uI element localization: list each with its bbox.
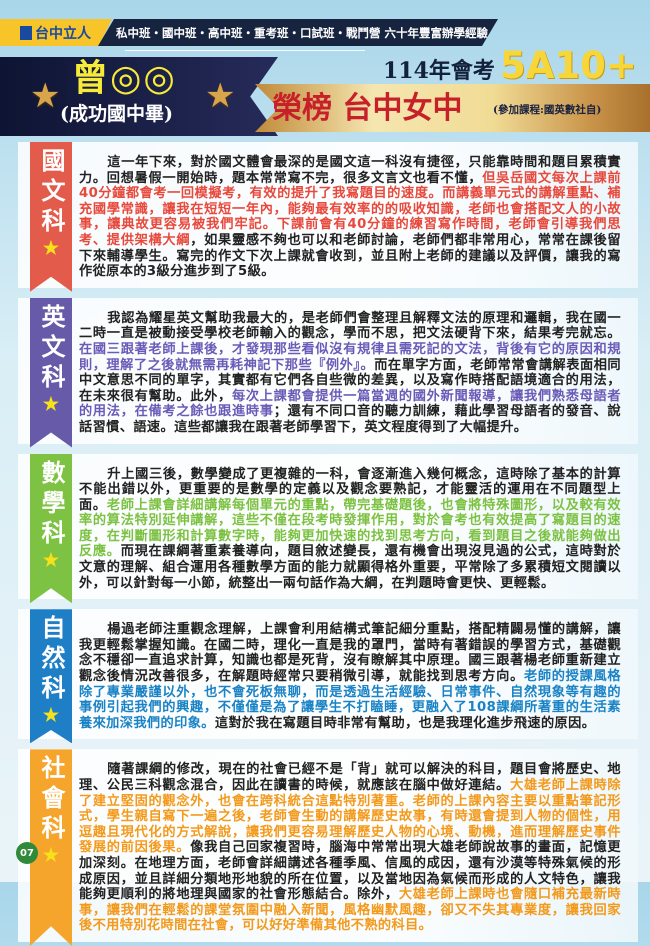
subject-ribbon: 英文科 ★ [30, 297, 72, 448]
highlighted-text: 大雄老師上課時除了建立堅固的觀念外，也會在跨科統合這點特別著重。老師的上課內容主… [79, 778, 622, 856]
courses-taken: (參加課程:國英數社自) [493, 104, 602, 116]
highlighted-text: 老師上課會詳細講解每個單元的重點，帶完基礎題後，也會將特殊圖形，以及較有效率的算… [79, 497, 621, 560]
body-text: ；還有不同口音的聽力訓練，藉此學習母語者的發音、說話習慣、語速。這些都讓我在跟著… [79, 404, 622, 435]
divider [125, 50, 365, 51]
testimonial-text: 升上國三後，數學變成了更複雜的一科，會逐漸進入幾何概念，這時除了基本的計算不能出… [79, 467, 621, 592]
star-icon: ★ [30, 76, 61, 116]
testimonial-social: 社會科 ★ 隨著課綱的修改，現在的社會已經不是「背」就可以解決的科目，題目會將歷史、… [0, 749, 650, 946]
testimonial-english: 英文科 ★ 我認為耀星英文幫助我最大的，是老師們會整理且解釋文法的原理和邏輯，我在國… [0, 297, 650, 448]
subject-label: 自然科 [37, 615, 66, 706]
subject-label: 數學科 [37, 459, 66, 550]
tagline: 私中班・國中班・高中班・重考班・口試班・戰鬥營 六十年豐富辦學經驗 [116, 25, 488, 40]
highlighted-text: 老師的授課風格除了專業嚴謹以外，也不會死板無聊，而是透過生活經驗、日常事件、自然… [79, 669, 621, 731]
testimonial-card [18, 609, 638, 740]
star-icon: ★ [42, 705, 60, 727]
testimonial-chinese: 國文科 ★ 這一年下來，對於國文體會最深的是國文這一科沒有捷徑，只能靠時間和題目累積… [0, 142, 650, 292]
body-text: 楊過老師注重觀念理解，上課會利用結構式筆記細分重點，搭配精闢易懂的講解，讓我更輕… [79, 622, 621, 685]
testimonial-text: 楊過老師注重觀念理解，上課會利用結構式筆記細分重點，搭配精闢易懂的講解，讓我更輕… [79, 622, 621, 731]
star-icon: ★ [42, 393, 60, 415]
body-text: 而現在課綱著重素養導向，題目敘述變長，還有機會出現沒見過的公式，這時對於文意的理… [79, 544, 621, 591]
testimonials: 國文科 ★ 這一年下來，對於國文體會最深的是國文這一科沒有捷徑，只能靠時間和題目累積… [0, 142, 650, 946]
highlighted-text: 在國三跟著老師上課後，才發現那些看似沒有規律且需死記的文法，背後有它的原因和規則… [79, 341, 621, 373]
student-name: 曾◎◎ [72, 57, 177, 99]
logo-text: 台中立人 [35, 25, 91, 42]
subject-label: 社會科 [37, 755, 66, 846]
testimonial-text: 隨著課綱的修改，現在的社會已經不是「背」就可以解決的科目，題目會將歷史、地理、公… [79, 762, 621, 934]
body-text: 而在單字方面，老師常常會講解表面相同中文意思不同的單字，其實都有它們各自些微的差… [79, 357, 621, 404]
subject-ribbon: 國文科 ★ [30, 142, 72, 292]
exam-score: 5A10+ [500, 44, 637, 87]
student-school: (成功國中畢) [60, 103, 173, 125]
result-banner [255, 84, 650, 132]
star-icon: ★ [205, 76, 236, 116]
page-number: 07 [16, 842, 38, 864]
body-text: ，如果靈感不夠也可以和老師討論，老師們都非常用心，常常在課後留下來輔導學生。寫完… [79, 232, 621, 280]
body-text: 我認為耀星英文幫助我最大的，是老師們會整理且解釋文法的原理和邏輯，我在國一二時一… [79, 310, 621, 342]
logo: 台中立人 [0, 19, 112, 46]
body-text: 升上國三後，數學變成了更複雜的一科，會逐漸進入幾何概念，這時除了基本的計算不能出… [79, 466, 621, 513]
highlighted-text: 每次上課都會提供一篇當週的國外新聞報導，讓我們熟悉母語者的用法，在備考之餘也跟進… [79, 388, 621, 420]
testimonial-card [18, 297, 638, 444]
testimonial-text: 這一年下來，對於國文體會最深的是國文這一科沒有捷徑，只能靠時間和題目累積實力。回… [79, 155, 621, 280]
body-text: 這對於我在寫題目時非常有幫助，也是我理化進步飛速的原因。 [214, 715, 596, 731]
testimonial-science: 自然科 ★ 楊過老師注重觀念理解，上課會利用結構式筆記細分重點，搭配精闢易懂的講解，… [0, 609, 650, 744]
subject-ribbon: 自然科 ★ [30, 609, 72, 744]
star-icon: ★ [42, 845, 60, 867]
admission-result: 榮榜 台中女中 [272, 91, 463, 126]
star-icon: ★ [42, 238, 60, 259]
tagline-bar: 私中班・國中班・高中班・重考班・口試班・戰鬥營 六十年豐富辦學經驗 [98, 19, 498, 46]
body-text: 隨著課綱的修改，現在的社會已經不是「背」就可以解決的科目，題目會將歷史、地理、公… [79, 762, 621, 793]
body-text: 這一年下來，對於國文體會最深的是國文這一科沒有捷徑，只能靠時間和題目累積實力。回… [79, 155, 621, 186]
subject-ribbon: 數學科 ★ [30, 453, 72, 604]
subject-label: 英文科 [37, 303, 66, 394]
testimonial-card [18, 142, 638, 288]
testimonial-text: 我認為耀星英文幫助我最大的，是老師們會整理且解釋文法的原理和邏輯，我在國一二時一… [79, 311, 621, 436]
student-banner [0, 57, 278, 136]
highlighted-text: 但吳岳國文每次上課前40分鐘都會考一回模擬考，有效的提升了我寫題目的速度。而講義… [79, 170, 622, 248]
logo-icon [20, 25, 32, 40]
testimonial-math: 數學科 ★ 升上國三後，數學變成了更複雜的一科，會逐漸進入幾何概念，這時除了基本的計… [0, 453, 650, 604]
subject-label: 國文科 [37, 148, 66, 238]
exam-title: 114年會考 [383, 58, 495, 84]
testimonial-card [18, 453, 638, 600]
star-icon: ★ [42, 549, 60, 571]
